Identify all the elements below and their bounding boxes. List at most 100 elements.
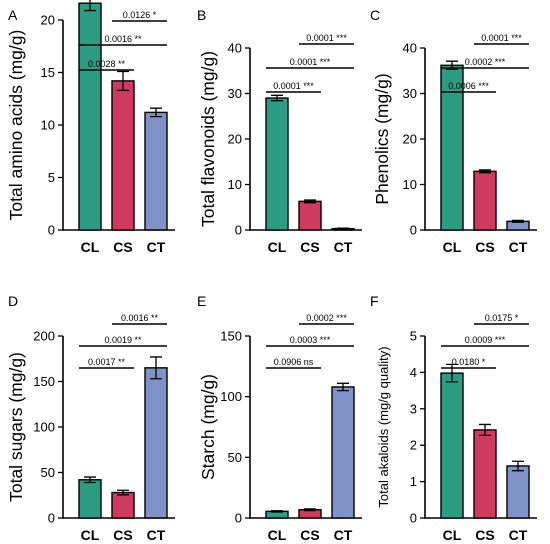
x-tick-label: CL	[443, 527, 462, 543]
y-tick-label: 40	[403, 41, 417, 56]
panel-letter: D	[8, 293, 18, 309]
panel-b: B Total flavonoids (mg/g) 0 10 20 30 40 CL CS CT 0…	[197, 7, 362, 255]
significance-label: 0.0003 ***	[290, 335, 331, 345]
error-bar-ct	[512, 219, 524, 223]
bar-ct	[144, 367, 168, 519]
bar-cs	[473, 170, 497, 231]
y-tick-label: 150	[33, 374, 55, 389]
significance-label: 0.0001 ***	[273, 81, 314, 91]
y-axis-title: Total sugars (mg/g)	[6, 352, 26, 502]
panel-e: E Starch (mg/g) 0 50 100 150 CL CS CT 0.0906 ns 0.…	[197, 293, 362, 543]
x-tick-label: CT	[509, 239, 528, 255]
x-tick-label: CS	[300, 239, 319, 255]
y-tick-label: 100	[220, 389, 242, 404]
y-tick-label: 5	[48, 170, 55, 185]
panel-letter: A	[8, 7, 18, 23]
y-tick-label: 20	[41, 13, 55, 28]
y-axis-title: Total amino acids (mg/g)	[6, 30, 26, 221]
y-tick-label: 10	[41, 118, 55, 133]
error-bar-cs	[479, 169, 491, 174]
y-tick-label: 50	[228, 450, 242, 465]
significance-label: 0.0019 **	[104, 335, 142, 345]
bar-cs	[111, 80, 135, 231]
y-tick-label: 10	[228, 177, 242, 192]
bar-cs	[473, 429, 497, 519]
panel-f: F Total akaloids (mg/g quality) 0 1 2 3 4 5 CL CS…	[370, 293, 537, 543]
significance-label: 0.0006 ***	[448, 81, 489, 91]
y-tick-label: 20	[228, 132, 242, 147]
x-tick-label: CT	[509, 527, 528, 543]
bar-cs	[298, 200, 322, 231]
panel-letter: B	[197, 7, 206, 23]
significance-label: 0.0002 ***	[465, 57, 506, 67]
significance-label: 0.0028 **	[88, 59, 126, 69]
x-tick-label: CS	[475, 239, 494, 255]
error-bar-ct	[150, 107, 162, 118]
y-tick-label: 15	[41, 65, 55, 80]
error-bar-cs	[479, 423, 491, 437]
significance-label: 0.0002 ***	[306, 313, 347, 323]
bar-ct	[144, 111, 168, 231]
panel-a: A Total amino acids (mg/g) 0 5 10 15 20 CL CS CT 0…	[6, 0, 175, 255]
error-bar-cl	[84, 0, 96, 12]
significance-label: 0.0016 **	[104, 34, 142, 44]
y-tick-label: 0	[235, 223, 242, 238]
significance-label: 0.0001 ***	[481, 33, 522, 43]
significance-label: 0.0175 *	[485, 313, 519, 323]
y-axis-title: Total akaloids (mg/g quality)	[376, 346, 391, 507]
error-bar-cs	[304, 508, 316, 512]
bar-ct	[506, 465, 530, 519]
significance-label: 0.0009 ***	[465, 335, 506, 345]
y-axis-title: Starch (mg/g)	[198, 374, 218, 480]
panel-letter: F	[370, 293, 379, 309]
error-bar-cl	[271, 94, 283, 102]
panel-letter: E	[197, 293, 206, 309]
error-bar-ct	[337, 227, 349, 230]
x-tick-label: CL	[268, 239, 287, 255]
y-tick-label: 10	[403, 177, 417, 192]
bar-ct	[331, 386, 355, 519]
y-tick-label: 150	[220, 329, 242, 344]
x-tick-label: CL	[268, 527, 287, 543]
bar-cs	[111, 491, 135, 519]
y-tick-label: 0	[410, 511, 417, 526]
y-tick-label: 0	[48, 511, 55, 526]
y-tick-label: 50	[41, 465, 55, 480]
y-tick-label: 1	[410, 474, 417, 489]
x-tick-label: CL	[81, 527, 100, 543]
x-tick-label: CT	[334, 239, 353, 255]
bar-cl	[78, 2, 102, 231]
x-tick-label: CS	[475, 527, 494, 543]
y-tick-label: 0	[235, 511, 242, 526]
y-tick-label: 0	[410, 223, 417, 238]
significance-label: 0.0180 *	[452, 357, 486, 367]
x-tick-label: CL	[443, 239, 462, 255]
x-tick-label: CL	[81, 239, 100, 255]
significance-label: 0.0126 *	[123, 10, 157, 20]
y-tick-label: 4	[410, 365, 417, 380]
y-tick-label: 30	[228, 86, 242, 101]
x-tick-label: CT	[147, 239, 166, 255]
error-bar-ct	[512, 460, 524, 472]
x-tick-label: CT	[147, 527, 166, 543]
significance-label: 0.0017 **	[88, 357, 126, 367]
y-tick-label: 30	[403, 86, 417, 101]
y-tick-label: 40	[228, 41, 242, 56]
y-axis-title: Total flavonoids (mg/g)	[198, 51, 218, 227]
significance-label: 0.0016 **	[121, 313, 159, 323]
y-tick-label: 20	[403, 132, 417, 147]
error-bar-ct	[150, 356, 162, 380]
significance-label: 0.0001 ***	[306, 33, 347, 43]
y-axis-title: Phenolics (mg/g)	[372, 73, 392, 204]
bar-cl	[265, 97, 289, 231]
y-tick-label: 5	[410, 329, 417, 344]
error-bar-cs	[117, 489, 129, 496]
bar-cl	[440, 372, 464, 519]
bar-cl	[78, 479, 102, 519]
significance-label: 0.0001 ***	[290, 57, 331, 67]
y-tick-label: 0	[48, 223, 55, 238]
panel-letter: C	[370, 7, 380, 23]
y-tick-label: 200	[33, 329, 55, 344]
error-bar-cl	[84, 476, 96, 484]
